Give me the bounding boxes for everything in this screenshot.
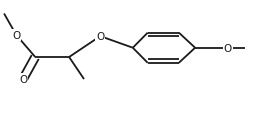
Text: O: O	[19, 74, 27, 84]
Text: O: O	[224, 43, 232, 53]
Text: O: O	[96, 32, 104, 42]
Text: O: O	[12, 31, 20, 41]
